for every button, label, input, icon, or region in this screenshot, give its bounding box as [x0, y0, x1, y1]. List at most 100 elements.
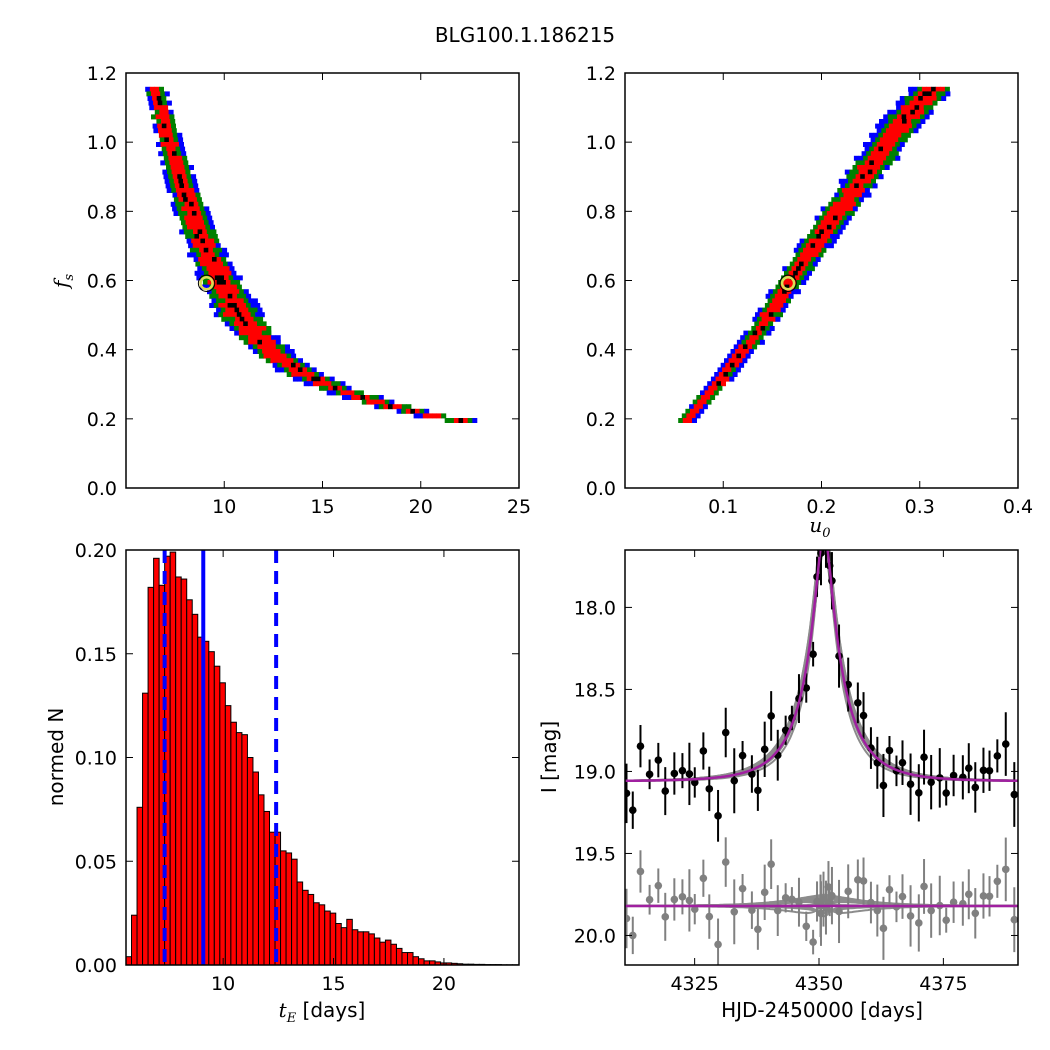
- heatmap-cell: [213, 312, 219, 318]
- heatmap-cell: [257, 349, 263, 354]
- heatmap-cell: [838, 192, 844, 198]
- residual-point: [835, 907, 843, 916]
- heatmap-cell: [813, 224, 819, 230]
- heatmap-cell: [178, 178, 184, 184]
- heatmap-cell: [154, 109, 160, 115]
- heatmap-cell: [858, 197, 864, 203]
- heatmap-cell: [226, 270, 232, 276]
- heatmap-cell: [782, 289, 788, 295]
- heatmap-cell: [185, 169, 191, 175]
- heatmap-cell: [166, 100, 172, 106]
- heatmap-cell: [248, 344, 254, 350]
- heatmap-cell: [861, 151, 867, 157]
- heatmap-cell: [160, 114, 166, 120]
- heatmap-cell: [184, 215, 190, 221]
- heatmap-cell: [220, 298, 226, 304]
- heatmap-cell: [238, 330, 244, 336]
- fs-te-ytick-label: 0.4: [87, 340, 117, 362]
- residual-point: [654, 881, 663, 890]
- heatmap-cell: [212, 234, 218, 239]
- histogram-bar: [175, 576, 182, 966]
- heatmap-cell: [899, 128, 905, 134]
- heatmap-cell: [828, 201, 834, 207]
- data-point: [1010, 790, 1018, 799]
- heatmap-cell: [889, 137, 894, 143]
- fs-te-heatmap: [145, 86, 478, 423]
- data-point: [721, 728, 730, 737]
- heatmap-cell: [706, 399, 712, 405]
- heatmap-cell: [923, 100, 929, 106]
- residual-point: [754, 925, 762, 934]
- heatmap-cell: [685, 408, 691, 414]
- heatmap-cell: [275, 349, 281, 354]
- heatmap-cell: [205, 224, 211, 230]
- heatmap-cell: [184, 165, 190, 170]
- heatmap-cell: [731, 353, 737, 359]
- heatmap-cell: [200, 238, 206, 244]
- heatmap-cell: [166, 146, 172, 152]
- heatmap-cell: [266, 349, 272, 354]
- heatmap-cell: [223, 293, 229, 299]
- heatmap-cell: [878, 174, 884, 180]
- heatmap-cell: [173, 211, 179, 216]
- heatmap-cell: [883, 119, 889, 124]
- heatmap-cell: [293, 367, 299, 373]
- heatmap-cell: [171, 128, 177, 134]
- heatmap-cell: [261, 321, 267, 327]
- data-point: [699, 747, 708, 755]
- heatmap-cell: [914, 105, 920, 111]
- histogram-bar: [335, 923, 342, 966]
- heatmap-cell: [864, 160, 870, 166]
- heatmap-cell: [238, 321, 244, 327]
- heatmap-cell: [257, 321, 262, 327]
- heatmap-cell: [759, 312, 765, 318]
- heatmap-cell: [751, 326, 757, 331]
- heatmap-cell: [248, 335, 254, 341]
- heatmap-cell: [714, 372, 720, 377]
- heatmap-cell: [820, 220, 826, 226]
- heatmap-cell: [223, 261, 228, 267]
- heatmap-cell: [898, 123, 904, 129]
- fs-u0-xtick-label: 0.2: [806, 496, 836, 518]
- heatmap-cell: [164, 137, 170, 143]
- heatmap-cell: [335, 390, 341, 396]
- heatmap-cell: [835, 197, 841, 203]
- heatmap-cell: [709, 390, 715, 396]
- heatmap-cell: [852, 178, 858, 184]
- heatmap-cell: [886, 142, 891, 147]
- heatmap-cell: [227, 293, 233, 299]
- heatmap-cell: [728, 372, 733, 377]
- heatmap-cell: [192, 197, 198, 203]
- heatmap-cell: [161, 123, 167, 129]
- heatmap-cell: [292, 376, 298, 382]
- heatmap-cell: [300, 362, 306, 368]
- heatmap-cell: [225, 298, 231, 304]
- heatmap-cell: [819, 215, 825, 221]
- heatmap-cell: [833, 229, 839, 235]
- heatmap-cell: [219, 275, 225, 281]
- heatmap-cell: [747, 344, 753, 350]
- heatmap-cell: [354, 390, 360, 396]
- data-point: [628, 806, 637, 814]
- heatmap-cell: [229, 326, 235, 331]
- histogram-bar: [241, 734, 248, 966]
- heatmap-cell: [220, 307, 226, 313]
- heatmap-cell: [199, 247, 205, 253]
- heatmap-cell: [229, 321, 235, 327]
- fs-u0-xtick-label: 0.1: [708, 496, 738, 518]
- heatmap-cell: [931, 91, 937, 97]
- heatmap-cell: [181, 174, 187, 180]
- heatmap-cell: [823, 215, 829, 221]
- heatmap-cell: [793, 247, 799, 253]
- heatmap-cell: [917, 91, 923, 97]
- heatmap-cell: [337, 385, 343, 391]
- heatmap-cell: [867, 169, 873, 175]
- histogram-bar: [180, 578, 188, 966]
- heatmap-cell: [895, 155, 901, 161]
- heatmap-cell: [796, 280, 802, 285]
- heatmap-cell: [198, 257, 204, 262]
- heatmap-cell: [877, 169, 882, 175]
- fs-te-ytick-label: 0.6: [87, 271, 117, 293]
- heatmap-cell: [199, 206, 205, 212]
- heatmap-cell: [864, 146, 870, 152]
